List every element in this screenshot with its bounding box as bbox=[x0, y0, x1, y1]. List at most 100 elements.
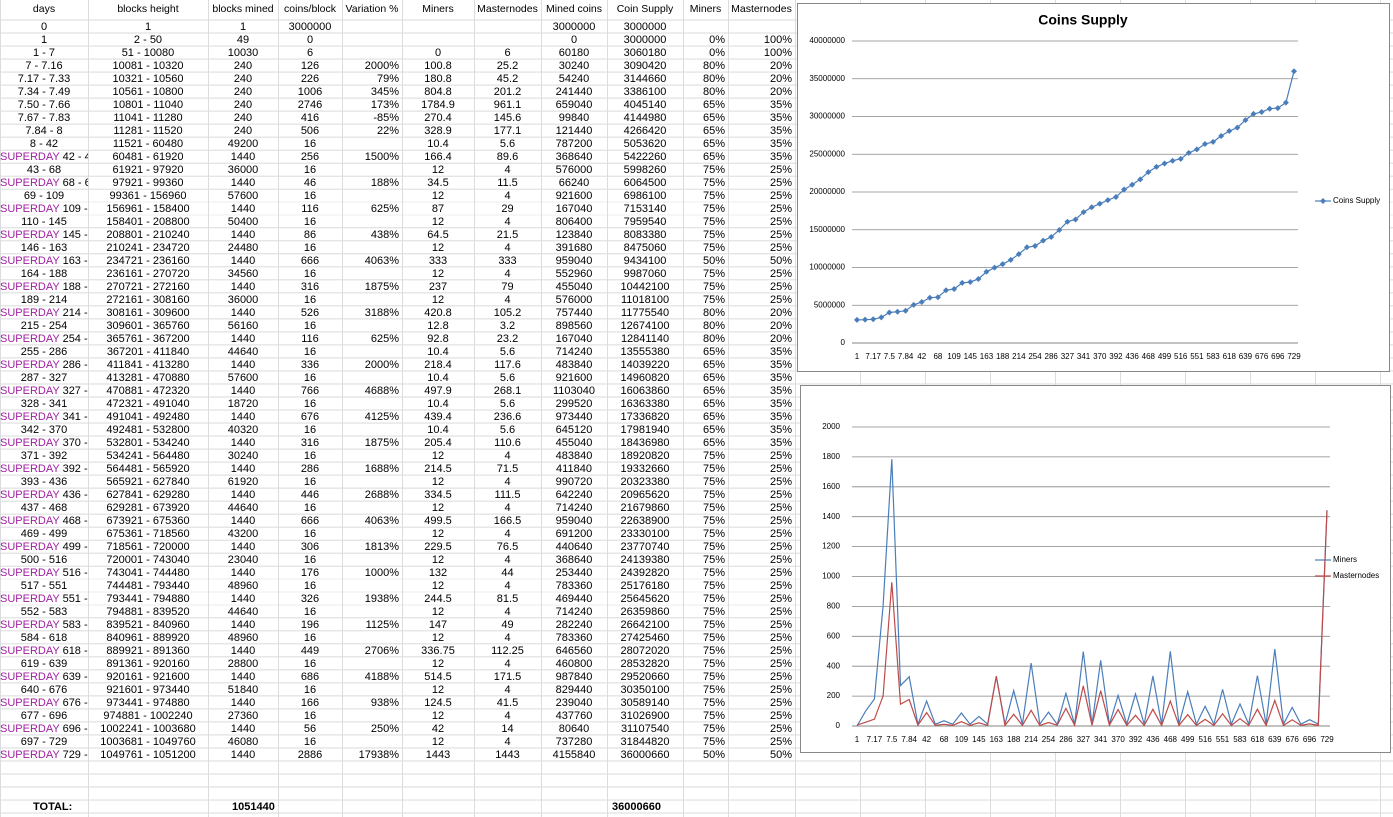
x-tick-label: 729 bbox=[1320, 735, 1334, 744]
cell: 49200 bbox=[227, 137, 259, 150]
cell: 7959540 bbox=[623, 215, 667, 228]
point bbox=[1072, 216, 1079, 223]
cell: 1049761 - 1051200 bbox=[100, 748, 196, 761]
cell: 565921 - 627840 bbox=[106, 475, 190, 488]
cell: 5.6 bbox=[499, 137, 516, 150]
y-tick-label: 20000000 bbox=[809, 187, 845, 196]
point bbox=[1121, 186, 1128, 193]
column-header: blocks height bbox=[117, 3, 179, 15]
cell: 1440 bbox=[230, 202, 256, 215]
cell: 80% bbox=[702, 72, 725, 85]
cell: 20% bbox=[769, 319, 792, 332]
cell: 79% bbox=[376, 72, 399, 85]
cell: 270721 - 272160 bbox=[106, 280, 190, 293]
grid-column-line bbox=[728, 0, 729, 817]
x-tick-label: 188 bbox=[996, 352, 1010, 361]
point bbox=[934, 294, 941, 301]
cell: 25% bbox=[769, 176, 792, 189]
cell: 30240 bbox=[227, 449, 259, 462]
cell: 8083380 bbox=[623, 228, 667, 241]
cell: 75% bbox=[702, 657, 725, 670]
cell: 75% bbox=[702, 683, 725, 696]
cell: SUPERDAY 551 - 552 bbox=[0, 593, 88, 606]
cell: 1002241 - 1003680 bbox=[100, 722, 196, 735]
cell: 23040 bbox=[227, 553, 259, 566]
cell: 71.5 bbox=[496, 462, 519, 475]
cell: 236161 - 270720 bbox=[106, 267, 190, 280]
cell: 1440 bbox=[230, 462, 256, 475]
cell: 16 bbox=[303, 579, 317, 592]
cell: 1813% bbox=[364, 540, 399, 553]
cell: 659040 bbox=[555, 98, 593, 111]
cell: 11521 - 60480 bbox=[112, 137, 184, 150]
cell: 64.5 bbox=[427, 228, 449, 241]
cell: 49 bbox=[236, 33, 250, 46]
cell: 31107540 bbox=[620, 722, 670, 735]
point bbox=[1226, 128, 1233, 135]
point bbox=[975, 276, 982, 283]
cell: 4266420 bbox=[623, 124, 667, 137]
cell: 1440 bbox=[230, 332, 256, 345]
cell: 642240 bbox=[555, 488, 593, 501]
cell: 1875% bbox=[364, 280, 399, 293]
point bbox=[1161, 160, 1168, 167]
cell: 973440 bbox=[555, 410, 593, 423]
cell: 0 bbox=[306, 33, 314, 46]
point bbox=[1242, 117, 1249, 124]
point bbox=[1234, 124, 1241, 131]
cell: SUPERDAY 676 - 677 bbox=[0, 697, 88, 710]
cell: 65% bbox=[702, 111, 725, 124]
cell: 17938% bbox=[358, 748, 399, 761]
point bbox=[1007, 256, 1014, 263]
cell: 60481 - 61920 bbox=[112, 150, 184, 163]
cell: SUPERDAY 254 - 255 bbox=[0, 333, 88, 346]
cell: 253440 bbox=[555, 566, 593, 579]
cell: 12.8 bbox=[427, 319, 449, 332]
cell: 4 bbox=[504, 735, 511, 748]
cell: 1443 bbox=[425, 748, 451, 761]
superday-tag: SUPERDAY bbox=[0, 384, 60, 397]
cell: 44640 bbox=[227, 345, 259, 358]
cell: 1938% bbox=[364, 592, 399, 605]
cell: 75% bbox=[702, 449, 725, 462]
column-header: Coin Supply bbox=[616, 3, 674, 15]
cell: 25% bbox=[769, 267, 792, 280]
cell: 744481 - 793440 bbox=[106, 579, 190, 592]
x-tick-label: 7.17 bbox=[865, 352, 881, 361]
cell: 25% bbox=[769, 501, 792, 514]
cell: 234721 - 236160 bbox=[106, 254, 190, 267]
cell: 987840 bbox=[555, 670, 593, 683]
cell: 16 bbox=[303, 527, 317, 540]
x-tick-label: 7.84 bbox=[901, 735, 917, 744]
cell: 75% bbox=[702, 202, 725, 215]
cell: 16 bbox=[303, 735, 317, 748]
x-tick-label: 7.5 bbox=[884, 352, 896, 361]
cell: 65% bbox=[702, 384, 725, 397]
cell: 80% bbox=[702, 319, 725, 332]
x-tick-label: 468 bbox=[1142, 352, 1156, 361]
column-header: days bbox=[32, 3, 56, 15]
cell: 10.4 bbox=[427, 423, 449, 436]
x-tick-label: 163 bbox=[980, 352, 994, 361]
x-tick-label: 392 bbox=[1109, 352, 1123, 361]
cell: 455040 bbox=[555, 280, 593, 293]
cell: 65% bbox=[702, 358, 725, 371]
cell: 368640 bbox=[555, 553, 593, 566]
cell: 166 bbox=[300, 696, 320, 709]
cell: 180.8 bbox=[424, 72, 452, 85]
cell: 2 - 50 bbox=[133, 33, 163, 46]
cell: 100% bbox=[763, 46, 792, 59]
cell: 25% bbox=[769, 280, 792, 293]
x-tick-label: 1 bbox=[855, 735, 860, 744]
cell: 48960 bbox=[227, 579, 259, 592]
y-tick-label: 2000 bbox=[822, 422, 840, 431]
day-range: 696 - 697 bbox=[62, 722, 88, 735]
grid-column-line bbox=[278, 0, 279, 817]
cell: 11281 - 11520 bbox=[113, 124, 183, 137]
cell: 460800 bbox=[555, 657, 593, 670]
cell: 48960 bbox=[227, 631, 259, 644]
cell: 65% bbox=[702, 397, 725, 410]
cell: 75% bbox=[702, 527, 725, 540]
x-tick-label: 286 bbox=[1045, 352, 1059, 361]
cell: 16 bbox=[303, 267, 317, 280]
